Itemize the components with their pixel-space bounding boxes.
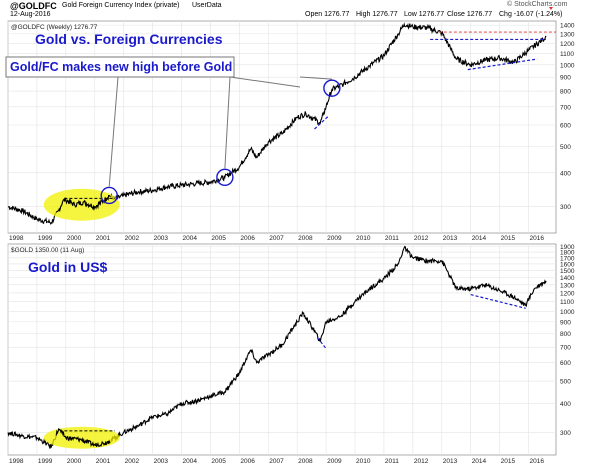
panel1-x-tick-label: 2002 bbox=[125, 235, 140, 242]
panel2-y-tick-label: 1800 bbox=[560, 250, 575, 257]
callout-pointer-line bbox=[299, 76, 332, 80]
panel1-x-tick-label: 2007 bbox=[269, 235, 284, 242]
panel1-y-tick-label: 500 bbox=[560, 144, 571, 151]
callout-pointer-line bbox=[229, 76, 301, 88]
panel2-y-tick-label: 400 bbox=[560, 401, 571, 408]
panel2-x-tick-label: 2016 bbox=[530, 458, 545, 465]
panel1-x-tick-label: 2000 bbox=[67, 235, 82, 242]
header-watermark: © StockCharts.com bbox=[507, 1, 568, 8]
panel2-x-tick-label: 1999 bbox=[38, 458, 53, 465]
panel1-y-tick-label: 800 bbox=[560, 89, 571, 96]
panel2-y-tick-label: 700 bbox=[560, 345, 571, 352]
panel2-y-tick-label: 500 bbox=[560, 379, 571, 386]
panel2-y-tick-label: 1500 bbox=[560, 268, 575, 275]
header-open: Open 1276.77 bbox=[305, 11, 350, 18]
panel2-x-tick-label: 2010 bbox=[356, 458, 371, 465]
panel1-x-tick-label: 2014 bbox=[472, 235, 487, 242]
panel1-y-tick-label: 300 bbox=[560, 204, 571, 211]
panel2-trend-dash-2008 bbox=[316, 337, 327, 350]
panel1-x-tick-label: 2015 bbox=[501, 235, 516, 242]
panel2-x-tick-label: 2005 bbox=[211, 458, 226, 465]
panel2-y-tick-label: 1900 bbox=[560, 244, 575, 251]
panel1-y-tick-label: 1400 bbox=[560, 23, 575, 30]
callout-pointer-line bbox=[108, 76, 119, 187]
change-down-marker bbox=[549, 7, 553, 10]
panel2-x-tick-label: 2006 bbox=[240, 458, 255, 465]
panel2-y-tick-label: 1200 bbox=[560, 290, 575, 297]
panel1-y-tick-label: 700 bbox=[560, 104, 571, 111]
panel2-x-tick-label: 2012 bbox=[414, 458, 429, 465]
panel2-y-tick-label: 600 bbox=[560, 360, 571, 367]
header-index-name: Gold Foreign Currency Index (private) bbox=[62, 2, 180, 9]
panel1-x-tick-label: 2009 bbox=[327, 235, 342, 242]
panel1-x-tick-label: 2008 bbox=[298, 235, 313, 242]
panel1-y-tick-label: 400 bbox=[560, 170, 571, 177]
header-close: Close 1276.77 bbox=[447, 11, 493, 18]
panel1-x-tick-label: 2003 bbox=[154, 235, 169, 242]
panel1-series-label: @GOLDFC (Weekly) 1276.77 bbox=[11, 24, 98, 31]
header-source: UserData bbox=[192, 2, 222, 9]
panel2-x-tick-label: 2009 bbox=[327, 458, 342, 465]
header-date: 12-Aug-2016 bbox=[10, 11, 51, 18]
panel2-y-tick-label: 800 bbox=[560, 331, 571, 338]
panel2-x-tick-label: 2014 bbox=[472, 458, 487, 465]
panel2-x-tick-label: 2008 bbox=[298, 458, 313, 465]
panel2-x-tick-label: 2015 bbox=[501, 458, 516, 465]
panel2-x-tick-label: 2013 bbox=[443, 458, 458, 465]
panel1-x-tick-label: 1999 bbox=[38, 235, 53, 242]
panel2-y-tick-label: 1000 bbox=[560, 309, 575, 316]
panel1-x-tick-label: 2016 bbox=[530, 235, 545, 242]
panel1-y-tick-label: 1300 bbox=[560, 31, 575, 38]
panel1-x-tick-label: 2006 bbox=[240, 235, 255, 242]
panel1-y-tick-label: 1100 bbox=[560, 51, 574, 58]
highlight-circle-2009 bbox=[323, 79, 341, 97]
panel1-y-tick-label: 600 bbox=[560, 123, 571, 130]
panel1-x-tick-label: 2010 bbox=[356, 235, 371, 242]
panel2-x-tick-label: 2001 bbox=[96, 458, 111, 465]
header-change: Chg -16.07 (-1.24%) bbox=[499, 11, 563, 18]
panel2-price-line-segment bbox=[55, 428, 111, 448]
callout-text: Gold/FC makes new high before Gold bbox=[10, 60, 232, 74]
header-symbol: @GOLDFC bbox=[10, 1, 57, 11]
panel2-y-tick-label: 1300 bbox=[560, 282, 575, 289]
panel1-y-tick-label: 900 bbox=[560, 75, 571, 82]
panel2-x-tick-label: 2007 bbox=[269, 458, 284, 465]
panel2-x-tick-label: 2011 bbox=[385, 458, 399, 465]
panel2-y-tick-label: 1700 bbox=[560, 255, 575, 262]
panel1-support-dash bbox=[467, 58, 538, 71]
panel1-chart-title: Gold vs. Foreign Currencies bbox=[35, 31, 223, 47]
panel2-x-tick-label: 2003 bbox=[154, 458, 169, 465]
header-high: High 1276.77 bbox=[356, 11, 398, 18]
callout-pointer-line bbox=[224, 76, 231, 169]
panel1-x-tick-label: 1998 bbox=[9, 235, 24, 242]
panel1-x-tick-label: 2013 bbox=[443, 235, 458, 242]
panel1-x-tick-label: 2011 bbox=[385, 235, 399, 242]
highlight-circle-2001 bbox=[100, 186, 118, 205]
panel2-highlight-ellipse bbox=[43, 426, 120, 449]
panel2-y-tick-label: 900 bbox=[560, 319, 571, 326]
panel2-chart-title: Gold in US$ bbox=[28, 259, 108, 275]
panel2-y-tick-label: 1100 bbox=[560, 299, 574, 306]
panel2-y-tick-label: 1400 bbox=[560, 275, 575, 282]
panel2-x-tick-label: 1998 bbox=[9, 458, 24, 465]
highlight-circle-2005 bbox=[216, 168, 234, 186]
panel1-x-tick-label: 2005 bbox=[211, 235, 226, 242]
panel1-trend-dash-2008 bbox=[314, 115, 330, 130]
panel1-x-tick-label: 2012 bbox=[414, 235, 429, 242]
panel2-support-dash bbox=[470, 294, 526, 309]
panel1-y-tick-label: 1200 bbox=[560, 41, 575, 48]
panel2-x-tick-label: 2000 bbox=[67, 458, 82, 465]
panel2-y-tick-label: 1600 bbox=[560, 261, 575, 268]
panel1-y-tick-label: 1000 bbox=[560, 62, 575, 69]
panel2-plot-frame bbox=[7, 243, 557, 456]
header-low: Low 1276.77 bbox=[404, 11, 445, 18]
panel1-x-tick-label: 2004 bbox=[183, 235, 198, 242]
panel2-x-tick-label: 2004 bbox=[183, 458, 198, 465]
panel2-y-tick-label: 300 bbox=[560, 430, 571, 437]
panel2-x-tick-label: 2002 bbox=[125, 458, 140, 465]
panel2-series-label: $GOLD 1350.00 (11 Aug) bbox=[11, 247, 84, 254]
panel1-x-tick-label: 2001 bbox=[96, 235, 111, 242]
callout-box bbox=[5, 56, 235, 78]
